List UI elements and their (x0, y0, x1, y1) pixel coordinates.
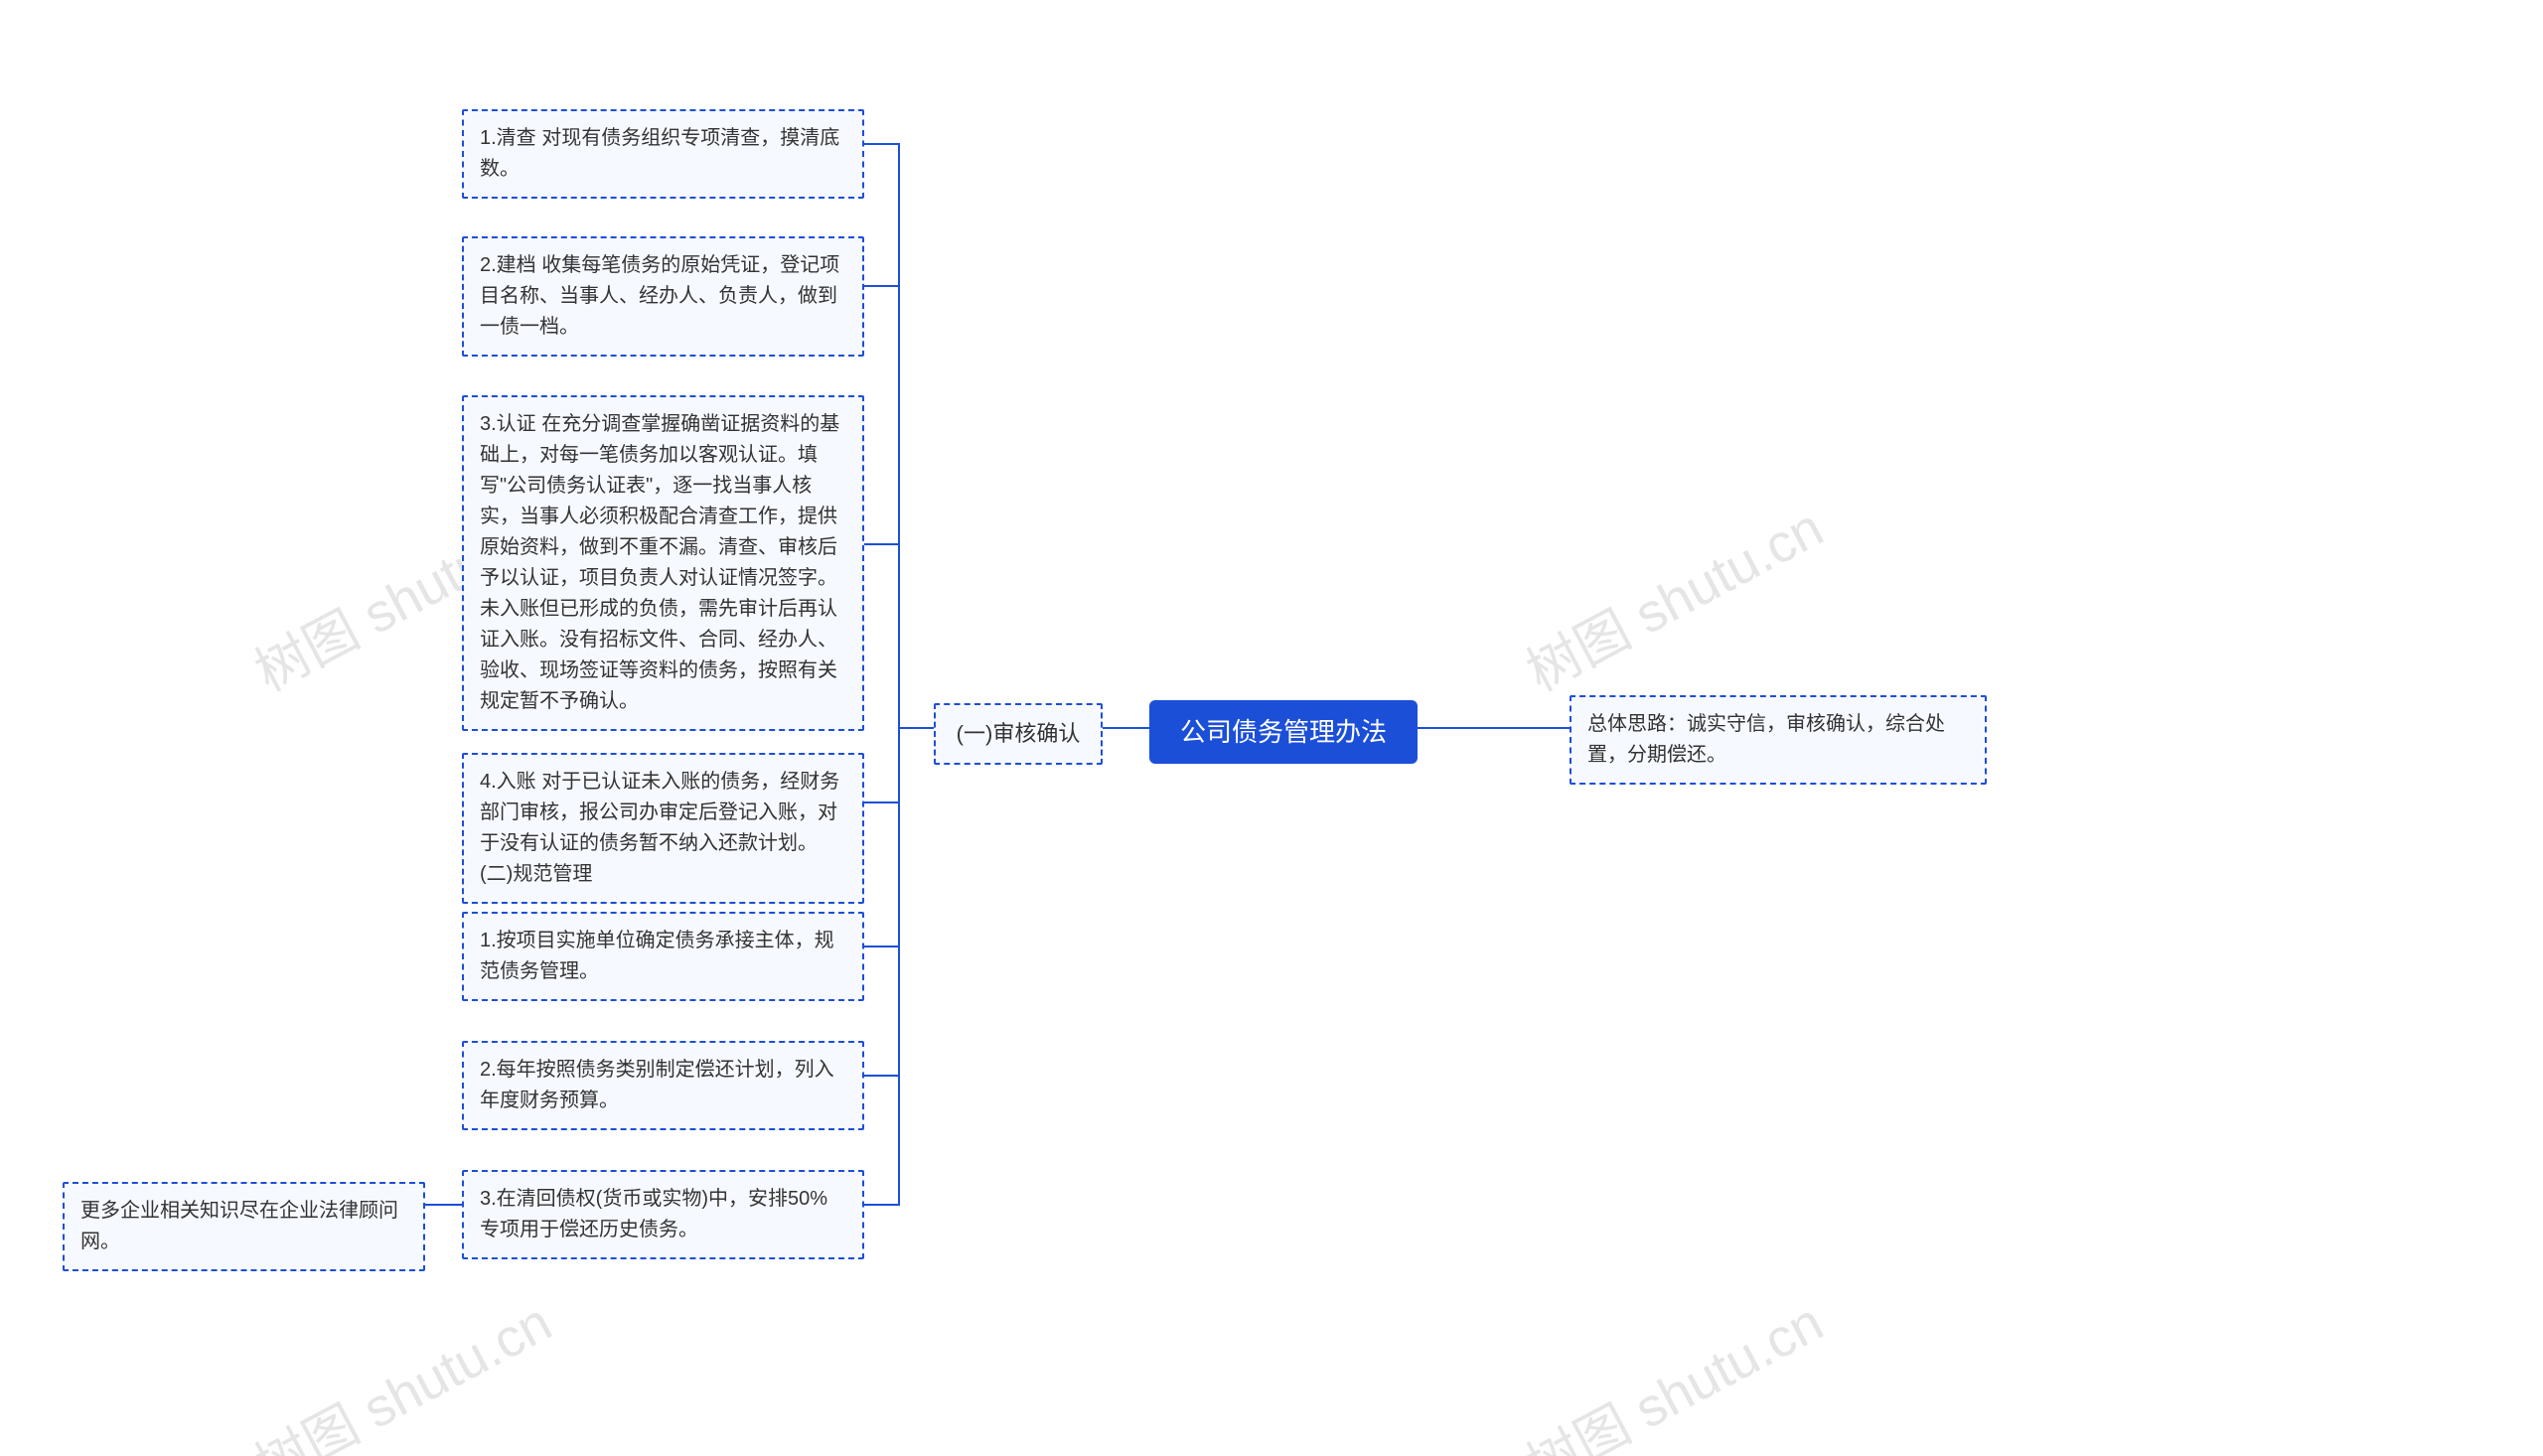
leaf-node-1: 1.清查 对现有债务组织专项清查，摸清底数。 (462, 109, 864, 199)
summary-node: 总体思路：诚实守信，审核确认，综合处置，分期偿还。 (1570, 695, 1987, 785)
leaf-node-2: 2.建档 收集每笔债务的原始凭证，登记项目名称、当事人、经办人、负责人，做到一债… (462, 236, 864, 357)
watermark-2: 树图 shutu.cn (1511, 485, 1835, 706)
footnote-node: 更多企业相关知识尽在企业法律顾问网。 (63, 1182, 425, 1271)
leaf-node-7: 3.在清回债权(货币或实物)中，安排50%专项用于偿还历史债务。 (462, 1170, 864, 1259)
leaf-node-4: 4.入账 对于已认证未入账的债务，经财务部门审核，报公司办审定后登记入账，对于没… (462, 753, 864, 904)
leaf-node-6: 2.每年按照债务类别制定偿还计划，列入年度财务预算。 (462, 1041, 864, 1130)
watermark-4: 树图 shutu.cn (1511, 1279, 1835, 1456)
root-node: 公司债务管理办法 (1149, 700, 1418, 764)
branch-node: (一)审核确认 (934, 703, 1103, 765)
leaf-node-5: 1.按项目实施单位确定债务承接主体，规范债务管理。 (462, 912, 864, 1001)
watermark-3: 树图 shutu.cn (239, 1279, 563, 1456)
leaf-node-3: 3.认证 在充分调查掌握确凿证据资料的基础上，对每一笔债务加以客观认证。填写"公… (462, 395, 864, 731)
